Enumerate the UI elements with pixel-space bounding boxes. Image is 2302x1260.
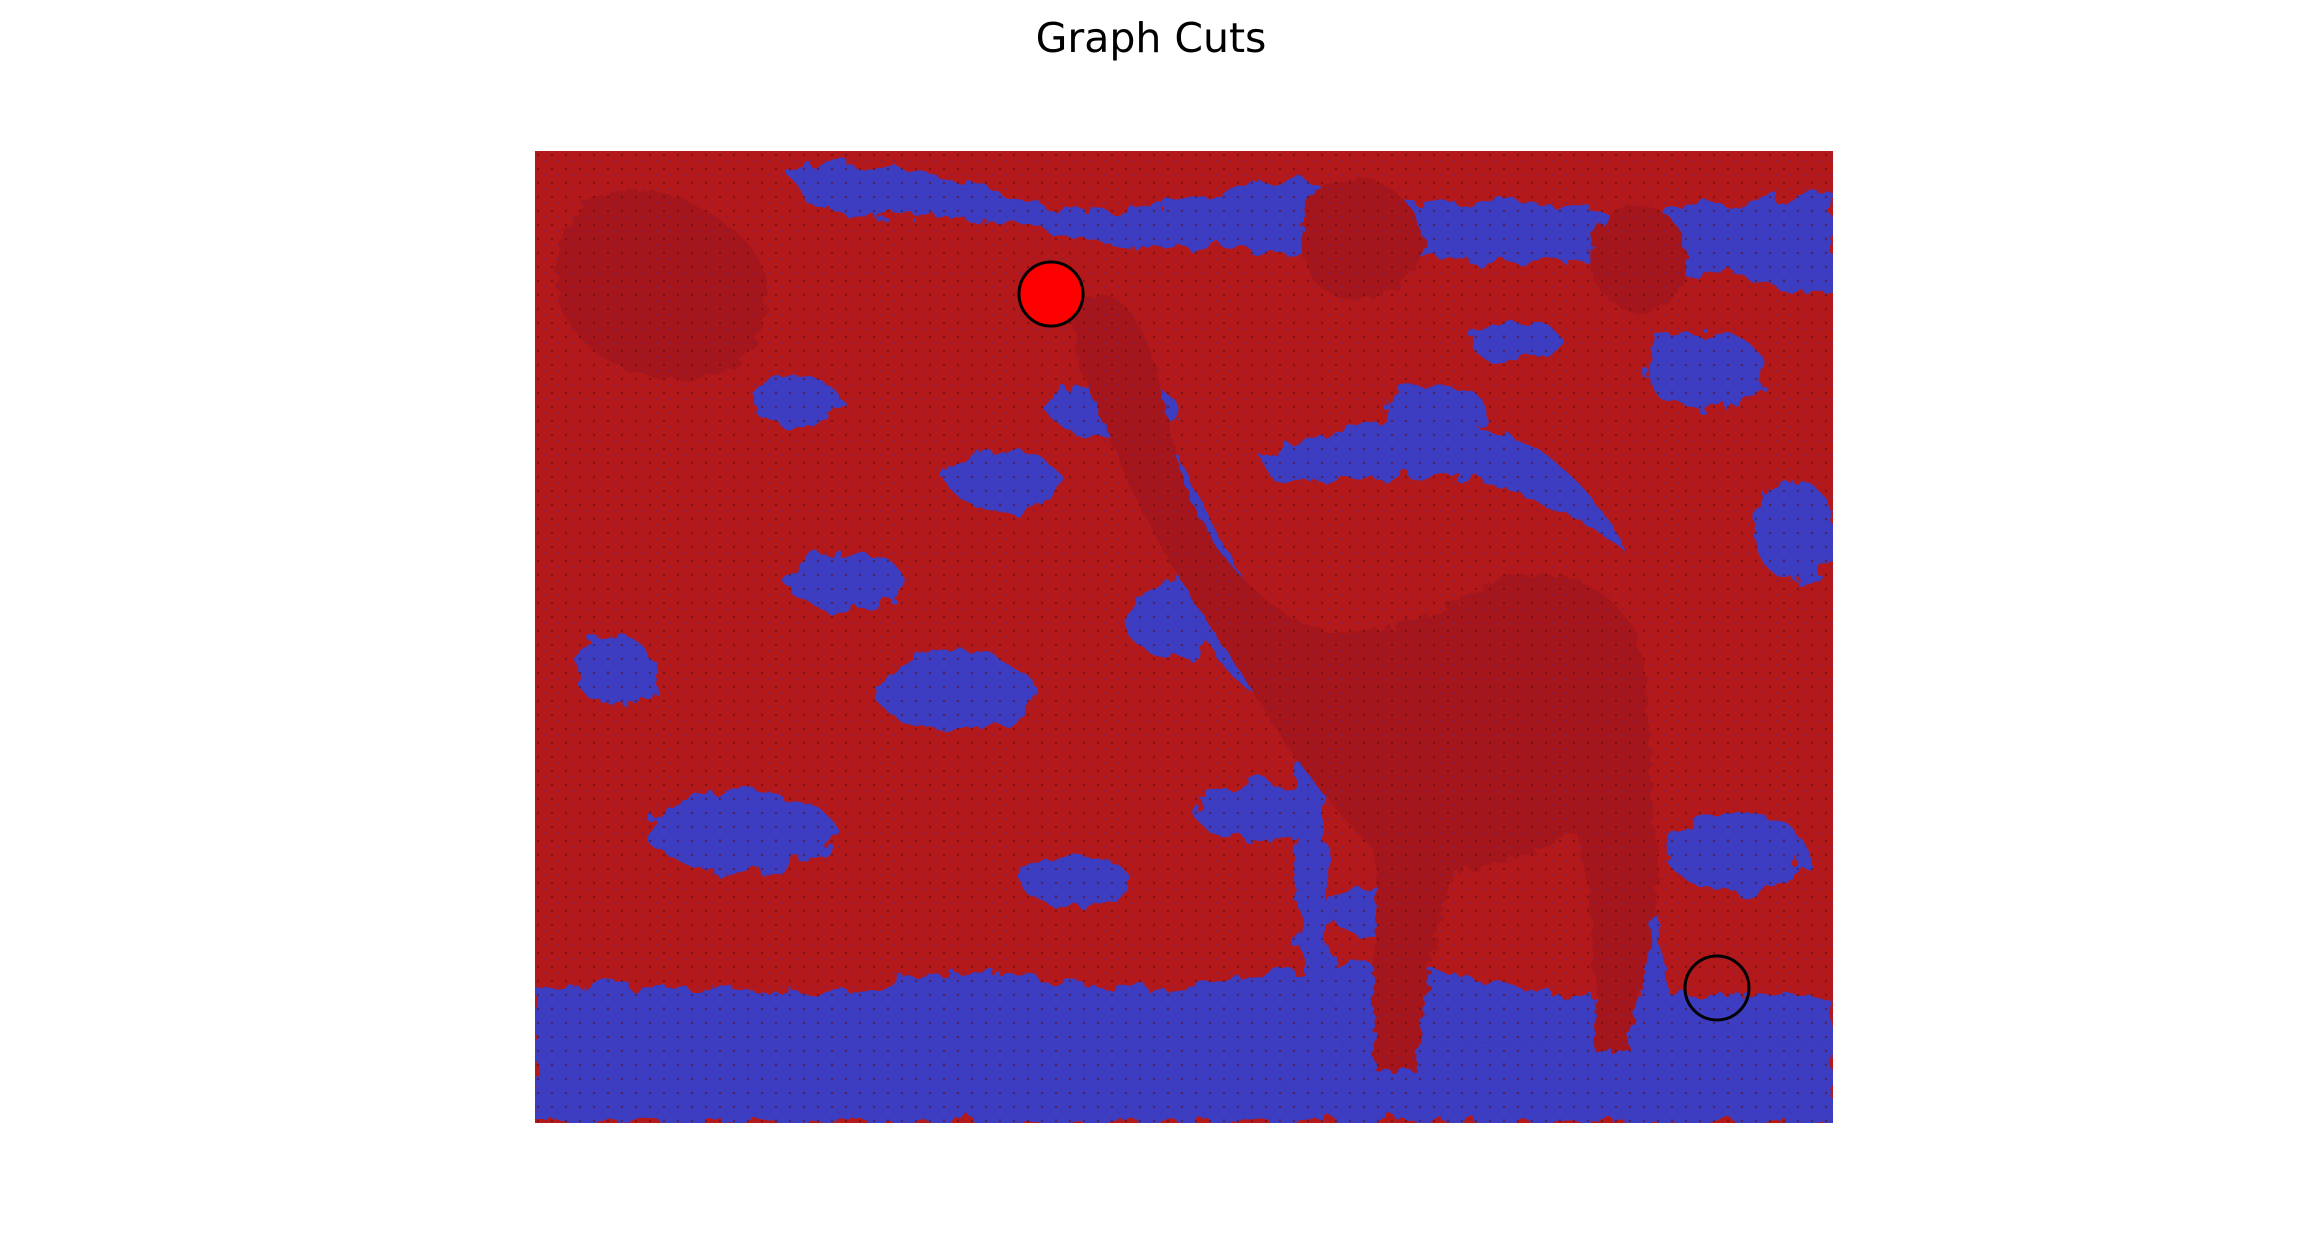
segmentation-overlay (535, 151, 1833, 1123)
segmentation-image (535, 151, 1833, 1123)
background-seed-marker (1683, 954, 1751, 1022)
foreground-seed-marker (1017, 260, 1085, 328)
figure-title: Graph Cuts (1035, 14, 1267, 62)
noise-texture (535, 151, 1833, 1123)
